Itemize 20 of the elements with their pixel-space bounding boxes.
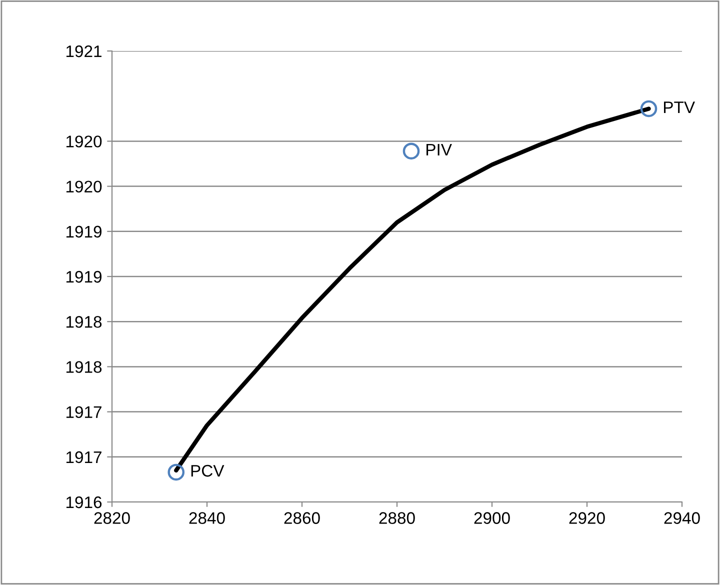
y-tick-label: 1921 — [66, 45, 102, 58]
x-tick-label: 2820 — [94, 512, 130, 524]
annotation: PIV — [426, 144, 452, 156]
annotation: PCV — [191, 464, 224, 477]
y-tick-label: 1918 — [66, 361, 102, 373]
annotation: PTV — [664, 102, 695, 114]
y-tick-label: 1919 — [66, 270, 102, 283]
y-tick-label: 1918 — [66, 316, 102, 328]
x-tick-label: 2900 — [474, 512, 510, 524]
y-tick-label: 1920 — [66, 136, 102, 148]
y-tick-label: 1919 — [66, 226, 102, 238]
y-tick-label: 1916 — [66, 496, 102, 508]
x-tick-label: 2840 — [189, 512, 225, 524]
y-tick-label: 1917 — [66, 451, 102, 464]
x-tick-label: 2940 — [664, 512, 700, 524]
x-tick-label: 2880 — [379, 512, 415, 524]
x-tick-label: 2920 — [569, 512, 605, 524]
y-tick-label: 1917 — [66, 406, 102, 418]
x-tick-label: 2860 — [284, 512, 320, 524]
y-tick-label: 1920 — [66, 180, 102, 193]
